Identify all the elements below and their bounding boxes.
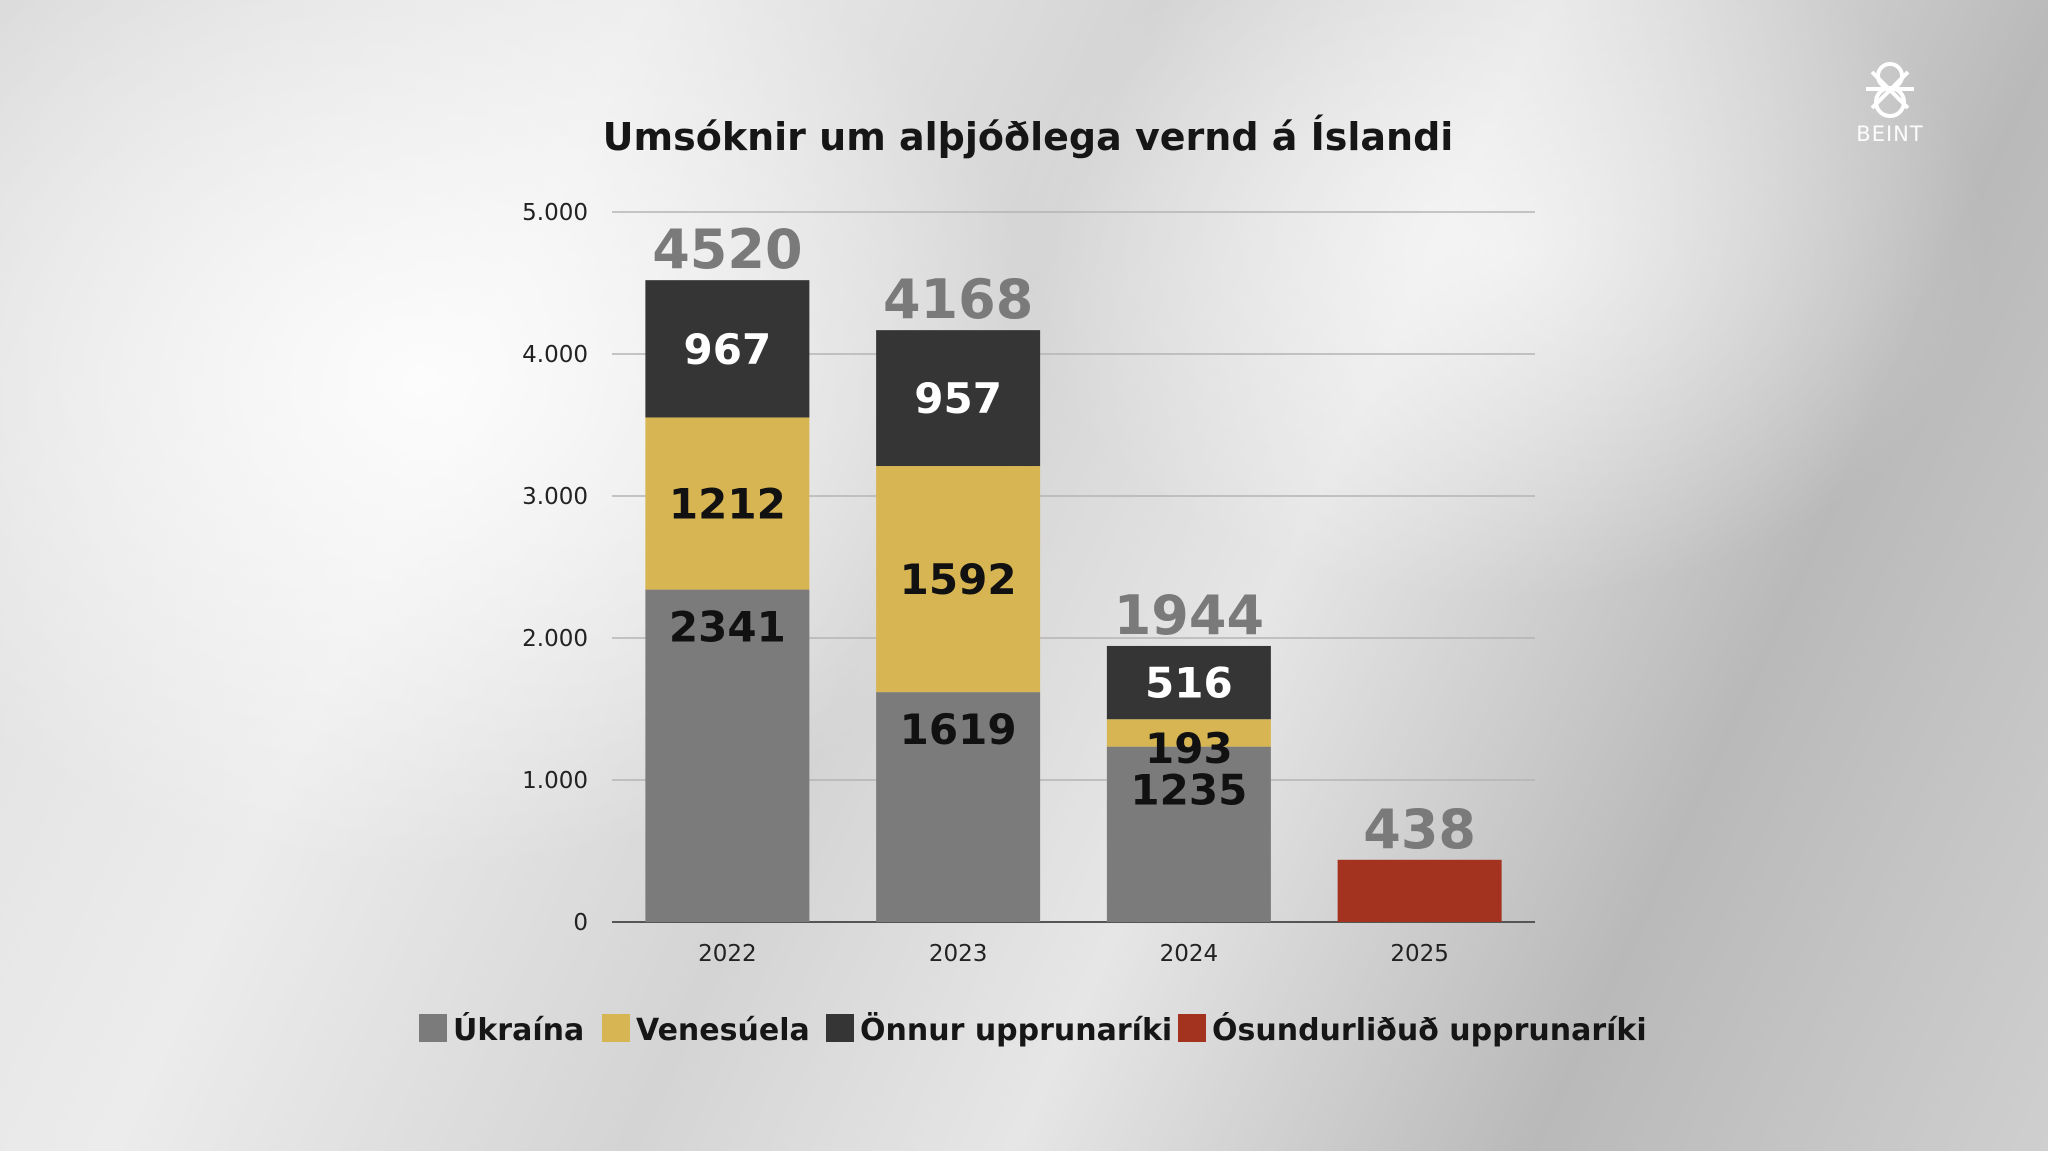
bar-segment — [1106, 719, 1271, 747]
total-value-label: 4520 — [652, 218, 802, 281]
bar-segment — [876, 330, 1041, 467]
legend-swatch — [419, 1014, 447, 1042]
x-tick-label: 2025 — [1390, 941, 1449, 967]
legend-label: Ósundurliðuð upprunaríki — [1212, 1011, 1647, 1048]
segment-value-label: 516 — [1145, 659, 1233, 708]
total-value-label: 4168 — [883, 268, 1033, 331]
y-tick-label: 3.000 — [522, 484, 588, 510]
y-tick-label: 1.000 — [522, 768, 588, 794]
x-tick-label: 2023 — [929, 941, 988, 967]
bar-segment — [645, 417, 810, 590]
legend-label: Venesúela — [636, 1013, 810, 1048]
bar-segment — [645, 280, 810, 418]
y-axis: 0 1.000 2.000 3.000 4.000 5.000 — [522, 200, 588, 936]
segment-value-label: 193 — [1145, 724, 1233, 773]
segment-value-label: 967 — [684, 325, 772, 374]
segment-value-label: 1235 — [1130, 766, 1247, 815]
x-tick-label: 2022 — [698, 941, 757, 967]
total-value-label: 438 — [1363, 798, 1476, 861]
chart-title: Umsóknir um alþjóðlega vernd á Íslandi — [603, 115, 1454, 159]
segment-value-label: 1592 — [900, 555, 1017, 604]
legend-label: Önnur upprunaríki — [860, 1011, 1172, 1048]
bar-segment — [1106, 746, 1271, 922]
segment-value-label: 1212 — [669, 480, 786, 529]
y-tick-label: 2.000 — [522, 626, 588, 652]
ruv-logo-icon — [1866, 62, 1914, 118]
segment-value-label: 1619 — [900, 705, 1017, 754]
bar-segment — [1337, 859, 1502, 922]
bar-segment — [1106, 645, 1271, 720]
legend-swatch — [826, 1014, 854, 1042]
legend-swatch — [1178, 1014, 1206, 1042]
segment-value-label: 2341 — [669, 603, 786, 652]
segment-value-label: 957 — [914, 374, 1002, 423]
legend: Úkraína Venesúela Önnur upprunaríki Ósundur… — [419, 1011, 1647, 1048]
legend-swatch — [602, 1014, 630, 1042]
legend-label: Úkraína — [453, 1011, 584, 1048]
y-tick-label: 5.000 — [522, 200, 588, 226]
broadcaster-logo: BEINT — [1838, 58, 1942, 146]
bar-segment — [876, 466, 1041, 693]
live-indicator: BEINT — [1856, 122, 1924, 146]
bar-segment — [645, 589, 810, 922]
total-value-label: 1944 — [1114, 584, 1264, 647]
x-axis: 2022 2023 2024 2025 — [698, 941, 1449, 967]
x-tick-label: 2024 — [1160, 941, 1219, 967]
bar-segment — [876, 692, 1041, 922]
y-tick-label: 4.000 — [522, 342, 588, 368]
y-tick-label: 0 — [573, 910, 588, 936]
